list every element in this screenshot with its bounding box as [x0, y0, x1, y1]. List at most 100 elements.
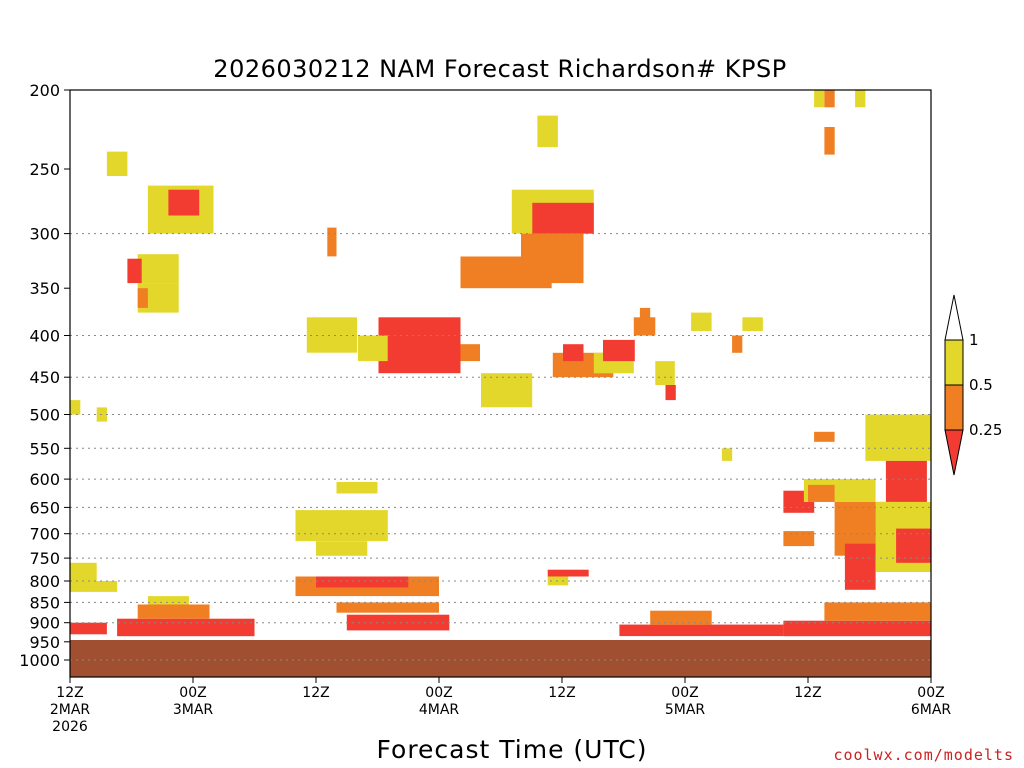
x-tick-label: 2MAR: [50, 702, 91, 718]
data-region-high: [742, 317, 763, 331]
y-tick-label: 950: [29, 633, 60, 652]
x-tick-label: 5MAR: [665, 702, 706, 718]
data-region-high: [147, 596, 189, 605]
x-tick-label: 12Z: [794, 685, 821, 701]
data-region-mid: [521, 233, 584, 284]
data-region-mid: [650, 610, 712, 625]
data-region-mid: [137, 604, 210, 619]
data-region-low: [532, 202, 594, 234]
data-region-high: [814, 90, 825, 108]
legend-top-cap: [944, 294, 964, 341]
x-tick-label: 6MAR: [911, 702, 952, 718]
data-region-high: [316, 541, 368, 556]
data-region-high: [70, 400, 81, 415]
data-region-high: [336, 482, 378, 494]
y-tick-label: 300: [29, 225, 60, 244]
y-tick-label: 1000: [19, 651, 60, 670]
data-region-low: [603, 339, 635, 362]
data-region-mid: [814, 431, 835, 442]
legend-label: 1: [969, 331, 979, 349]
data-region-high: [855, 90, 866, 108]
x-tick-label: 4MAR: [419, 702, 460, 718]
data-region-low: [70, 622, 107, 635]
data-region-mid: [732, 335, 743, 353]
data-region-mid: [824, 602, 931, 621]
data-region-mid: [336, 602, 439, 613]
plot-area: [69, 89, 932, 678]
x-tick-label: 12Z: [548, 685, 575, 701]
legend: 1 0.5 0.25: [944, 294, 1002, 476]
data-region-high: [691, 312, 712, 331]
data-region-mid: [808, 484, 835, 502]
y-tick-label: 700: [29, 525, 60, 544]
data-region-high: [295, 510, 388, 542]
data-region-low: [547, 569, 589, 577]
data-region-high: [655, 361, 675, 385]
data-region-mid: [460, 344, 480, 362]
data-region-low: [783, 620, 931, 637]
data-region-low: [563, 344, 584, 362]
y-tick-label: 600: [29, 470, 60, 489]
data-region-mid: [824, 90, 835, 108]
x-tick-label: 00Z: [179, 685, 206, 701]
x-tick-label: 3MAR: [173, 702, 214, 718]
data-region-low: [896, 528, 931, 563]
chart-title: 2026030212 NAM Forecast Richardson# KPSP: [213, 55, 786, 83]
data-region-low: [619, 624, 784, 637]
ground-fill: [70, 640, 931, 677]
data-region-high: [106, 151, 128, 176]
data-region-mid: [639, 307, 651, 332]
y-tick-label: 450: [29, 368, 60, 387]
y-tick-label: 650: [29, 498, 60, 517]
y-tick-label: 800: [29, 572, 60, 591]
legend-label: 0.25: [969, 421, 1002, 439]
data-region-low: [168, 189, 200, 216]
data-region-low: [665, 385, 676, 401]
y-tick-label: 250: [29, 160, 60, 179]
site-credit[interactable]: coolwx.com/modelts: [833, 746, 1014, 764]
legend-bottom-cap: [944, 429, 964, 476]
y-tick-label: 850: [29, 593, 60, 612]
data-region-mid: [783, 531, 815, 547]
legend-swatch-mid: [944, 384, 964, 431]
data-region-low: [346, 614, 450, 631]
data-region-low: [117, 618, 255, 637]
data-region-high: [70, 581, 118, 592]
data-region-high: [70, 562, 97, 581]
data-region-high: [306, 317, 357, 353]
data-region-low: [885, 460, 927, 508]
data-region-high: [481, 373, 533, 408]
plot-frame: [69, 89, 932, 678]
y-tick-label: 400: [29, 327, 60, 346]
data-regions: [70, 90, 931, 637]
y-tick-label: 350: [29, 279, 60, 298]
data-region-low: [316, 576, 409, 588]
y-tick-label: 200: [29, 81, 60, 100]
x-tick-label: 12Z: [56, 685, 83, 701]
data-region-low: [378, 317, 461, 374]
data-region-mid: [137, 288, 148, 308]
x-tick-label: 00Z: [917, 685, 944, 701]
y-tick-label: 900: [29, 614, 60, 633]
data-region-high: [721, 448, 733, 461]
data-region-low: [844, 543, 876, 590]
legend-swatch-high: [944, 339, 964, 386]
data-region-high: [537, 115, 558, 148]
legend-label: 0.5: [969, 376, 993, 394]
data-region-mid: [824, 127, 835, 155]
y-axis: 200 250 300 350 400 450 500 550 600 650 700 750 800 8…: [19, 81, 70, 670]
data-region-high: [137, 254, 179, 284]
x-tick-label: 00Z: [671, 685, 698, 701]
y-tick-label: 750: [29, 549, 60, 568]
x-tick-label: 00Z: [425, 685, 452, 701]
data-region-high: [865, 414, 931, 461]
data-region-high: [358, 335, 388, 362]
data-region-mid: [327, 227, 337, 257]
y-tick-label: 550: [29, 439, 60, 458]
x-tick-label: 2026: [52, 719, 88, 735]
data-region-low: [127, 258, 142, 284]
x-tick-label: 12Z: [302, 685, 329, 701]
x-axis-title: Forecast Time (UTC): [377, 735, 648, 764]
